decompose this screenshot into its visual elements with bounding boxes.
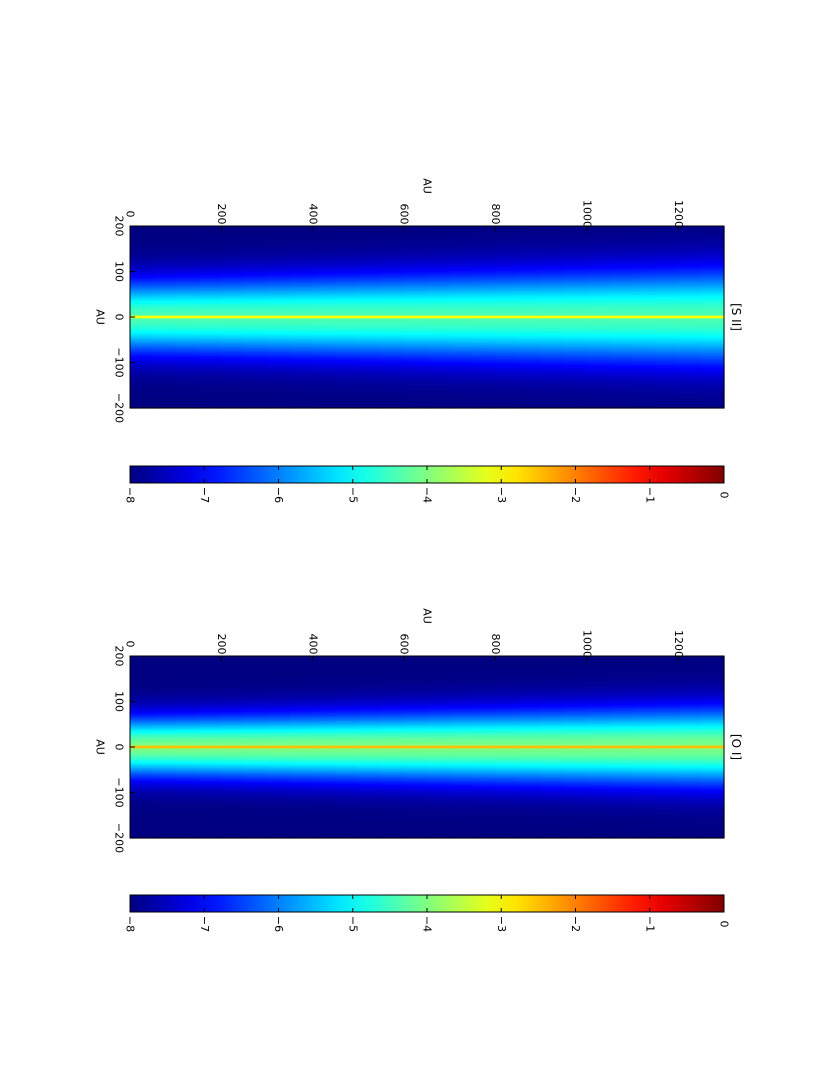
colorbar-tick-label: 0 — [718, 492, 731, 499]
colorbar-tick-label: −5 — [346, 487, 359, 503]
colorbar: −8 −7 −6 −5 −4 −3 −2 −1 0 — [124, 465, 731, 503]
colorbar-tick-label: −5 — [346, 916, 359, 932]
x-tick-label: 100 — [113, 691, 126, 712]
x-tick-label: −200 — [113, 393, 126, 423]
panel-title: [S II] — [729, 303, 743, 331]
y-tick-label: 0 — [124, 211, 137, 218]
panel-2: 0 200 400 600 800 1000 1200−200−1000100200AUAU… — [94, 608, 744, 932]
colorbar-tick-label: −6 — [272, 487, 285, 503]
colorbar-tick-label: −1 — [643, 916, 656, 932]
y-axis-label: AU — [421, 608, 434, 624]
colorbar-tick-label: −2 — [569, 916, 582, 932]
y-tick-label: 200 — [215, 634, 228, 655]
x-tick-label: 0 — [113, 314, 126, 321]
x-tick-label: 200 — [113, 646, 126, 667]
x-tick-label: −100 — [113, 347, 126, 377]
y-tick-label: 1200 — [672, 630, 685, 658]
panel-1: 0 200 400 600 800 1000 1200−200−1000100200AUAU… — [94, 178, 744, 503]
x-tick-label: −100 — [113, 777, 126, 807]
colorbar-tick-label: −3 — [495, 487, 508, 503]
colorbar-tick-label: −6 — [272, 916, 285, 932]
x-axis-label: AU — [94, 309, 107, 325]
y-tick-label: 1000 — [580, 630, 593, 658]
panel-title: [O I] — [729, 734, 743, 760]
y-tick-label: 1000 — [580, 200, 593, 228]
colorbar-tick-label: −4 — [421, 916, 434, 932]
y-tick-label: 1200 — [672, 200, 685, 228]
x-tick-label: −200 — [113, 823, 126, 853]
x-tick-label: 0 — [113, 744, 126, 751]
colorbar-tick-label: −2 — [569, 487, 582, 503]
y-tick-label: 200 — [215, 204, 228, 225]
colorbar-tick-label: −8 — [124, 916, 137, 932]
colorbar: −8 −7 −6 −5 −4 −3 −2 −1 0 — [124, 894, 731, 932]
colorbar-tick-label: −7 — [198, 916, 211, 932]
colorbar-tick-label: −4 — [421, 487, 434, 503]
x-axis-label: AU — [94, 739, 107, 755]
y-tick-label: 0 — [124, 641, 137, 648]
heatmap-image — [130, 226, 725, 409]
y-tick-label: 800 — [489, 634, 502, 655]
y-tick-label: 400 — [306, 204, 319, 225]
y-tick-label: 600 — [398, 634, 411, 655]
y-tick-label: 400 — [306, 634, 319, 655]
colorbar-tick-label: 0 — [718, 921, 731, 928]
heatmap-image — [130, 656, 725, 839]
colorbar-tick-label: −1 — [643, 487, 656, 503]
x-tick-label: 100 — [113, 261, 126, 282]
colorbar-tick-label: −8 — [124, 487, 137, 503]
y-axis-label: AU — [421, 178, 434, 194]
x-tick-label: 200 — [113, 216, 126, 237]
y-tick-label: 600 — [398, 204, 411, 225]
colorbar-tick-label: −3 — [495, 916, 508, 932]
colorbar-tick-label: −7 — [198, 487, 211, 503]
y-tick-label: 800 — [489, 204, 502, 225]
